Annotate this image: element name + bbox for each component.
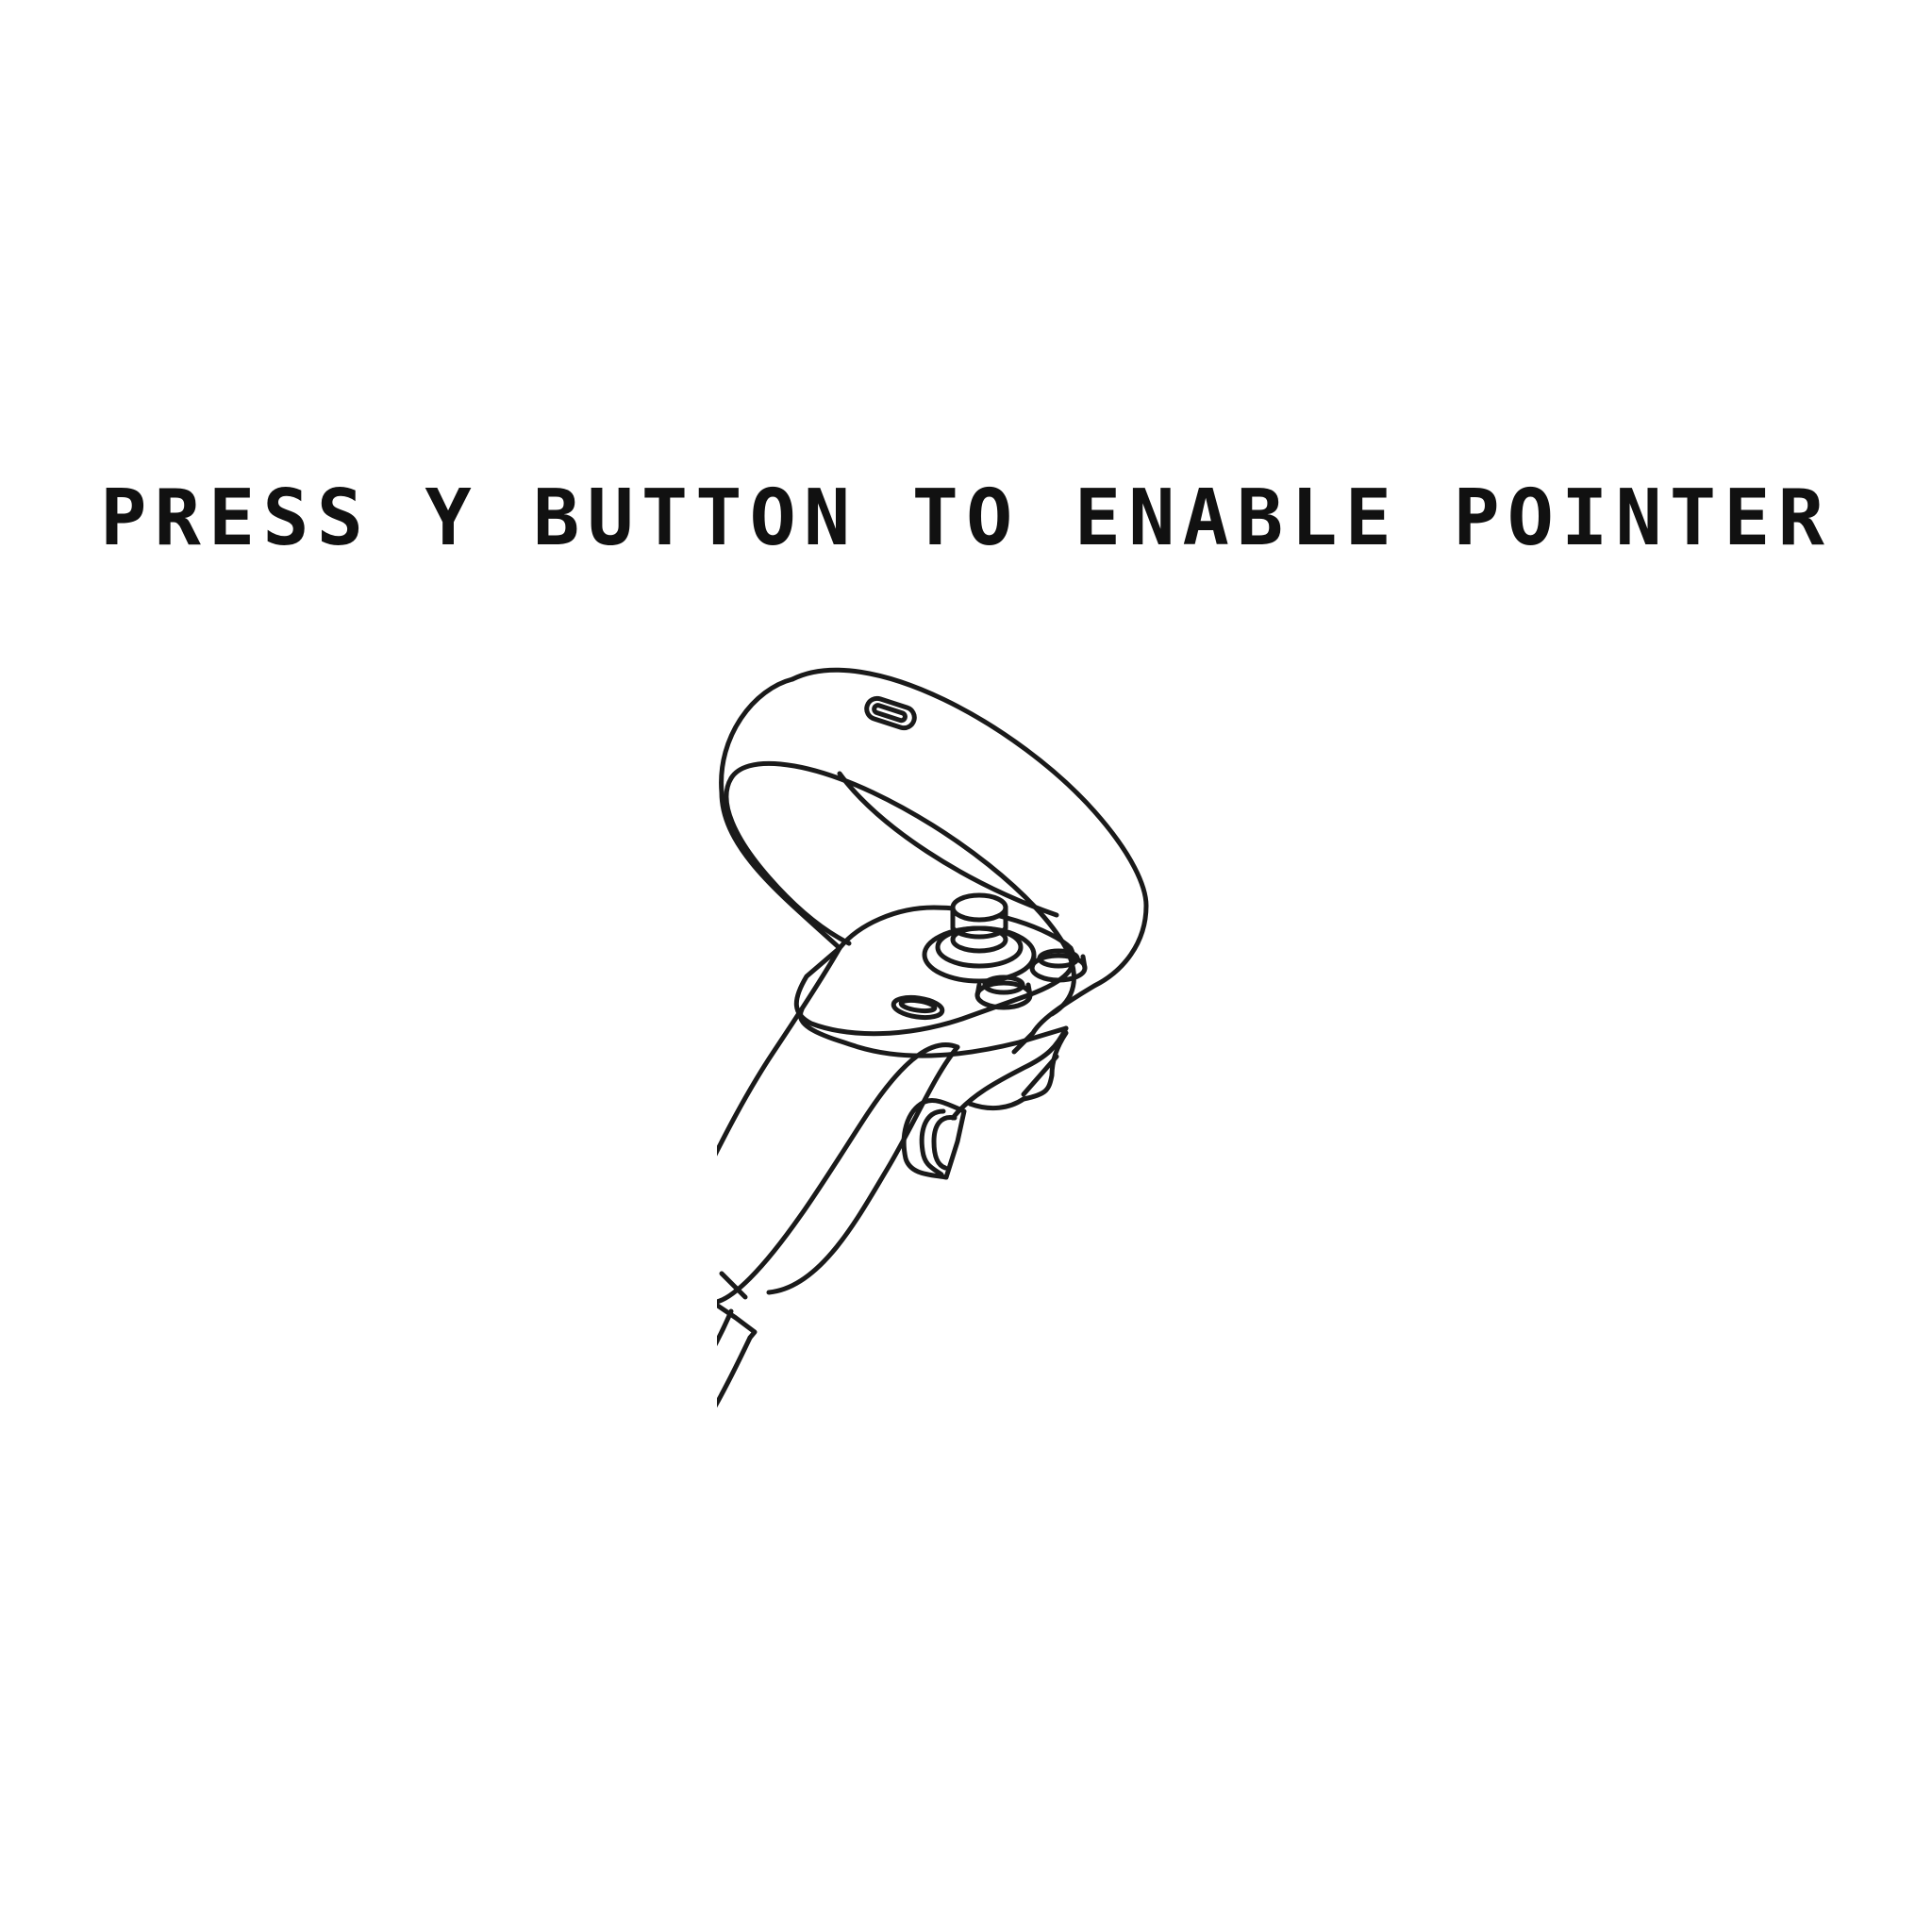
tracking-ring (790, 667, 1149, 1055)
vr-controller-icon (667, 660, 1226, 1441)
instruction-text: PRESS Y BUTTON TO ENABLE POINTER (100, 474, 1832, 563)
